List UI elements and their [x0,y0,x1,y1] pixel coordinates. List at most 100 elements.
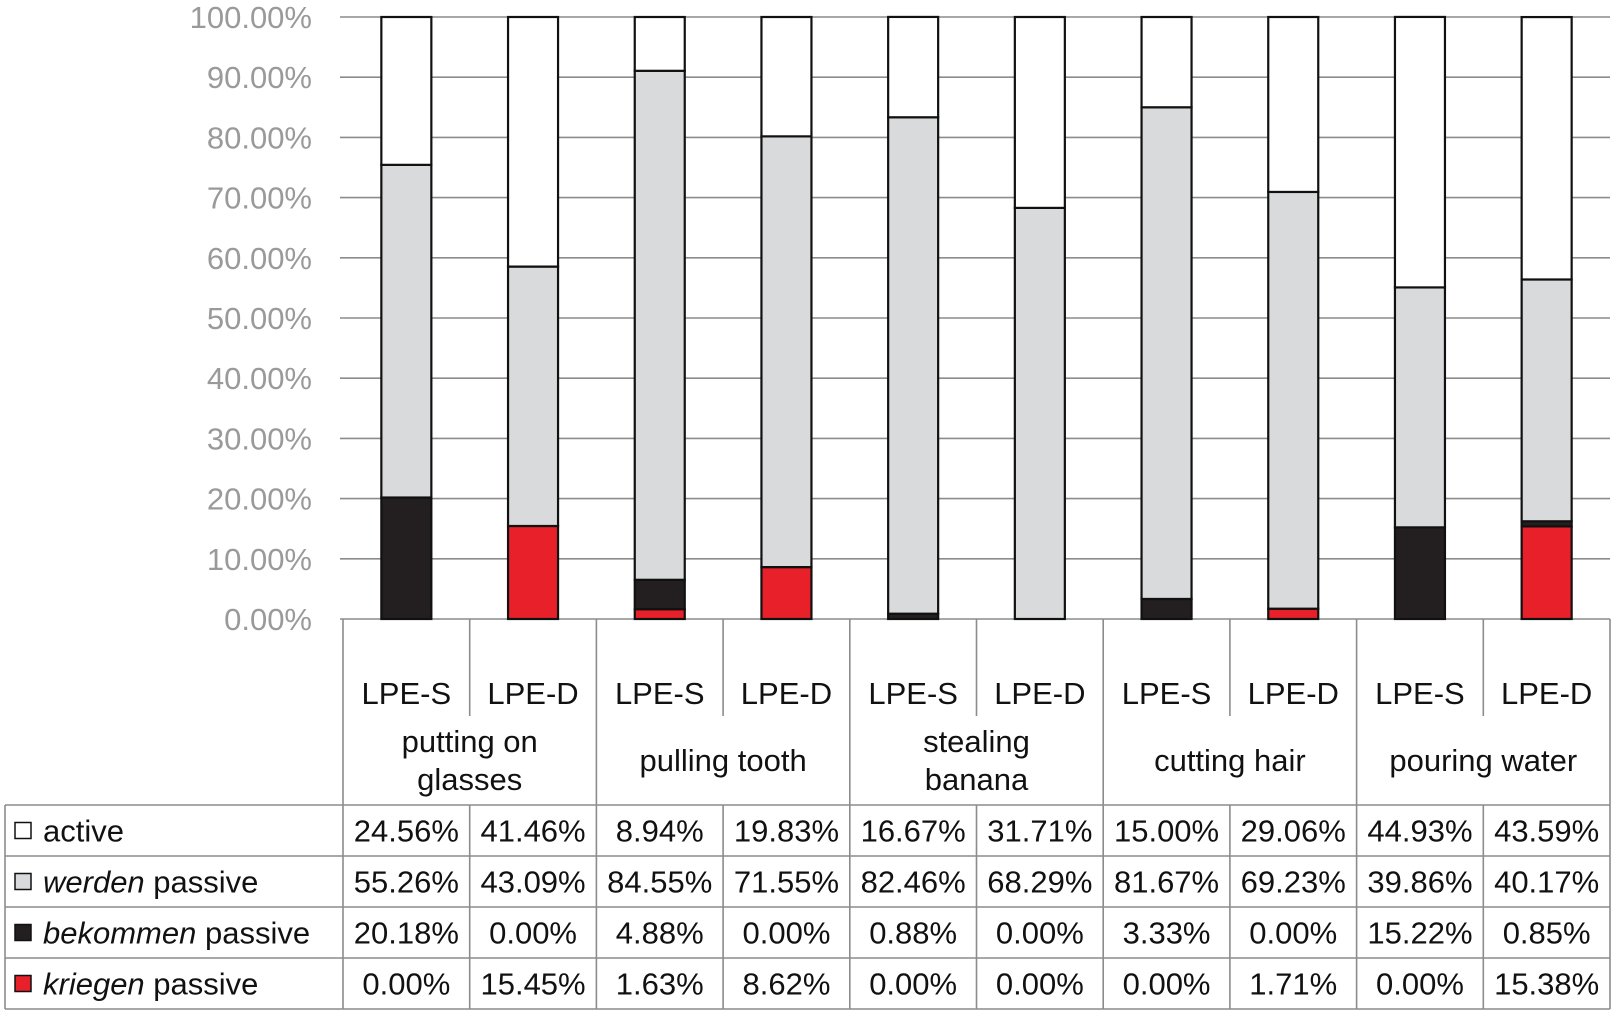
category-label: LPE-D [1501,676,1592,711]
bar-segment [1520,15,1573,281]
y-tick-label: 30.00% [207,421,312,456]
bar-segment [380,496,433,621]
data-cell: 4.88% [616,916,704,951]
data-cell: 43.59% [1494,814,1599,849]
group-label: glasses [417,762,522,797]
data-cell: 69.23% [1241,865,1346,900]
table-row: bekommen passive 20.18% 0.00% 4.88% 0.00% 0.8… [14,916,1591,951]
legend-label: active [43,814,124,849]
data-cell: 81.67% [1114,865,1219,900]
data-cell: 0.88% [869,916,957,951]
data-cell: 15.45% [480,967,585,1002]
data-cell: 8.62% [742,967,830,1002]
category-label: LPE-D [741,676,832,711]
data-cell: 3.33% [1123,916,1211,951]
y-tick-label: 80.00% [207,120,312,155]
bar-segment [633,15,686,72]
data-cell: 24.56% [354,814,459,849]
data-table: active 24.56% 41.46% 8.94% 19.83% 16.67% 31.71… [4,804,1611,1010]
data-cell: 41.46% [480,814,585,849]
bar-segment [760,135,813,569]
category-label: LPE-S [615,676,705,711]
bar-segment [1393,15,1447,289]
category-label: LPE-S [362,676,452,711]
legend-swatch [14,872,32,891]
bar-segment [1393,526,1447,621]
y-tick-label: 70.00% [207,181,312,216]
bar-segment [1013,206,1066,621]
legend-label-text: passive [196,916,310,951]
y-tick-label: 40.00% [207,361,312,396]
legend-label: werden passive [43,865,258,900]
data-cell: 0.00% [742,916,830,951]
y-tick-label: 0.00% [224,602,312,637]
data-cell: 43.09% [480,865,585,900]
data-cell: 82.46% [861,865,966,900]
data-cell: 20.18% [354,916,459,951]
bar-segment [1267,15,1320,194]
group-label: stealing [923,724,1030,759]
table-row: werden passive 55.26% 43.09% 84.55% 71.55% 82… [14,865,1599,900]
data-cell: 1.63% [616,967,704,1002]
y-tick-label: 60.00% [207,241,312,276]
group-label: pulling tooth [640,743,807,778]
data-cell: 0.00% [996,916,1084,951]
data-cell: 0.00% [996,967,1084,1002]
group-label: putting on [402,724,538,759]
category-header: LPE-S LPE-D LPE-S LPE-D LPE-S LPE-D LPE-S LPE-D… [342,619,1611,805]
data-cell: 44.93% [1367,814,1472,849]
bar-segment [760,15,813,138]
legend-swatch [14,923,32,942]
data-cell: 1.71% [1249,967,1337,1002]
legend-label-italic: bekommen [43,916,196,951]
legend-label-text: passive [145,865,259,900]
data-cell: 0.00% [489,916,577,951]
data-cell: 84.55% [607,865,712,900]
legend-swatch [14,821,32,840]
category-label: LPE-D [1248,676,1339,711]
data-cell: 68.29% [987,865,1092,900]
category-label: LPE-S [868,676,958,711]
bar-segment [1013,15,1066,209]
category-label: LPE-D [994,676,1085,711]
y-tick-label: 100.00% [190,0,312,35]
data-cell: 0.00% [1249,916,1337,951]
bar-segment [633,69,686,581]
bar-segment [380,163,433,499]
data-cell: 0.00% [869,967,957,1002]
bar-segment [506,265,560,528]
bar-segment [633,578,686,611]
legend-label-text: active [43,814,124,849]
bar-segment [1520,525,1573,621]
y-tick-label: 20.00% [207,482,312,517]
data-cell: 0.00% [362,967,450,1002]
group-label: cutting hair [1154,743,1306,778]
category-label: LPE-S [1122,676,1212,711]
data-cell: 0.85% [1503,916,1591,951]
bar-segment [760,566,813,621]
bar-segment [887,15,940,119]
table-row: active 24.56% 41.46% 8.94% 19.83% 16.67% 31.71… [14,814,1599,849]
legend-label: kriegen passive [43,967,258,1002]
y-tick-label: 50.00% [207,301,312,336]
legend-label-italic: kriegen [43,967,145,1002]
bar-segment [887,116,940,615]
data-cell: 16.67% [861,814,966,849]
bar-segment [633,608,686,621]
bar-segment [1267,607,1320,621]
category-label: LPE-D [487,676,578,711]
data-cell: 29.06% [1241,814,1346,849]
data-cell: 0.00% [1123,967,1211,1002]
data-cell: 19.83% [734,814,839,849]
data-cell: 55.26% [354,865,459,900]
data-cell: 71.55% [734,865,839,900]
bar-segment [1140,106,1193,601]
data-cell: 8.94% [616,814,704,849]
group-label: pouring water [1389,743,1577,778]
y-tick-label: 10.00% [207,542,312,577]
bar-segment [380,15,433,166]
legend-label-italic: werden [43,865,145,900]
data-cell: 15.00% [1114,814,1219,849]
legend-swatch [14,974,32,993]
